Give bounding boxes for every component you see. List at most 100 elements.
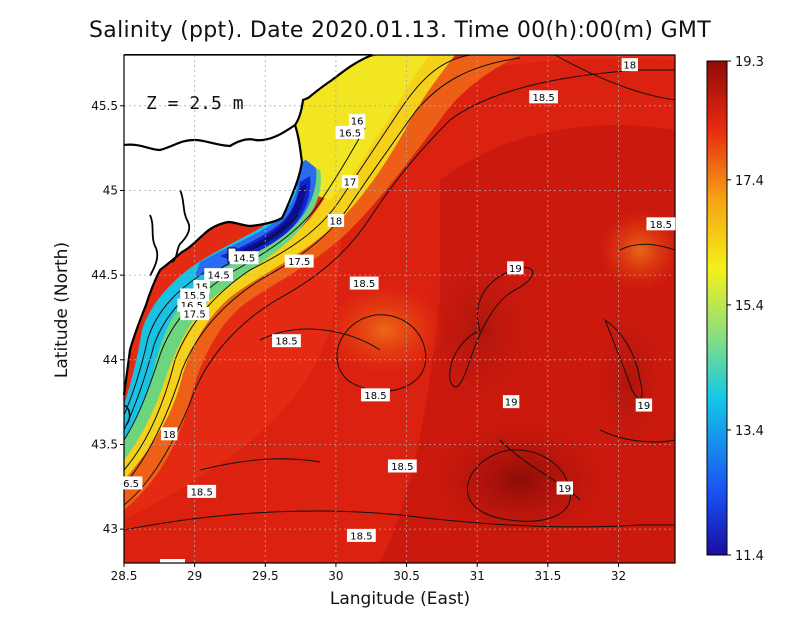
contour-label: 19 <box>507 261 524 275</box>
contour-label: 18.5 <box>349 276 379 290</box>
contour-label-text: 19 <box>558 484 571 495</box>
x-tick-label: 32 <box>611 569 626 583</box>
contour-label-bg <box>387 459 417 473</box>
contour-label-bg <box>272 334 301 348</box>
contour-label-text: 19 <box>505 398 518 409</box>
depth-label: Z = 2.5 m <box>146 93 244 114</box>
contour-label-text: 17.5 <box>288 257 310 268</box>
contour-label-bg <box>161 427 178 441</box>
contour-label-text: 17.5 <box>184 310 206 321</box>
contour-label: 16.5 <box>335 125 365 139</box>
contour-label-bg <box>180 288 210 302</box>
x-tick-label: 31.5 <box>534 569 561 583</box>
contour-label-bg <box>635 398 653 412</box>
contour-label-text: 18.5 <box>191 487 213 498</box>
contour-label: 17.5 <box>284 254 314 268</box>
contour-label-bg <box>346 528 376 542</box>
y-tick-label: 45 <box>103 183 118 197</box>
contour-label-bg <box>341 175 359 188</box>
contour-label-text: 19 <box>638 401 651 412</box>
contour-label-bg <box>229 251 259 265</box>
contour-label: 19 <box>635 398 653 412</box>
x-axis-label: Langitude (East) <box>329 589 471 609</box>
coastline <box>124 55 372 150</box>
y-tick-label: 44 <box>103 353 118 367</box>
contour-label-text: 14.5 <box>208 271 230 282</box>
x-tick-label: 29 <box>187 569 202 583</box>
plot-frame <box>123 54 676 564</box>
contour-label-text: 18.5 <box>391 462 413 473</box>
contour-label: 18.5 <box>361 388 390 402</box>
contour-label: 18.5 <box>187 484 217 498</box>
contour-label: 18.5 <box>387 459 417 473</box>
contour-label-bg <box>556 481 573 495</box>
x-tick-label: 31 <box>470 569 485 583</box>
contour-label: 16 <box>348 114 366 128</box>
contour-label-bg <box>349 276 379 290</box>
contour-label: 6.5 <box>119 476 143 490</box>
contour-lines <box>124 55 675 531</box>
grid-lines <box>124 55 675 563</box>
contour-label-text: 16.5 <box>181 301 203 312</box>
colorbar-tick-label: 13.4 <box>735 424 764 439</box>
contour-label-text: 17 <box>344 178 357 189</box>
contour-label-bg <box>361 388 390 402</box>
contour-label-text: 18.5 <box>364 391 386 402</box>
contour-label-text: 18 <box>163 430 176 441</box>
contour-label-text: 18.5 <box>353 279 375 290</box>
x-tick-label: 29.5 <box>252 569 279 583</box>
x-axis-ticks: 28.5 29 29.5 30 30.5 31 31.5 32 <box>111 563 626 583</box>
x-tick-label: 30.5 <box>393 569 420 583</box>
contour-label: 18.5 <box>529 90 559 104</box>
contour-label: 14.5 <box>204 268 234 282</box>
y-tick-label: 43.5 <box>91 437 118 451</box>
contour-label: 15.5 <box>180 288 210 302</box>
contour-label: 19 <box>502 395 520 409</box>
contour-label: 18 <box>621 58 638 72</box>
contour-label-bg <box>507 261 524 275</box>
colorbar <box>706 60 728 556</box>
contour-label-bg <box>646 217 676 231</box>
contour-label: 14.5 <box>229 251 259 265</box>
contour-label-bg <box>187 484 217 498</box>
contour-label: 18.5 <box>646 217 676 231</box>
contour-label: 19 <box>556 481 573 495</box>
contour-label-text: 16.5 <box>339 128 361 139</box>
contour-label: 17.5 <box>180 307 210 321</box>
contour-label-text: 18.5 <box>350 531 372 542</box>
contour-label-bg <box>335 125 365 139</box>
contour-label-bg <box>348 114 366 128</box>
map-title: Salinity (ppt). Date 2020.01.13. Time 00… <box>89 18 711 43</box>
contour-label: 17 <box>341 175 359 189</box>
contour-label-text: 18.5 <box>532 93 554 104</box>
contour-label-bg <box>621 58 638 72</box>
contour-label-text: 18.5 <box>275 337 297 348</box>
y-tick-label: 44.5 <box>91 268 118 282</box>
contour-label-text: 19 <box>509 264 522 275</box>
contour-label: 18 <box>161 427 178 441</box>
contour-label-bg <box>529 90 559 104</box>
contour-label-bg <box>284 254 314 268</box>
colorbar-tick-label: 15.4 <box>735 299 764 314</box>
x-tick-label: 28.5 <box>111 569 138 583</box>
colorbar-tick-label: 11.4 <box>735 549 764 564</box>
contour-label-text: 18 <box>623 61 636 72</box>
coastline-west <box>124 125 302 395</box>
colorbar-tick-label: 17.4 <box>735 174 764 189</box>
contour-label-text: 14.5 <box>233 254 255 265</box>
contour-label-bg <box>119 476 143 490</box>
contour-label: 18.5 <box>272 334 301 348</box>
contour-label-text: 18 <box>330 216 343 227</box>
contour-label-bg <box>502 395 520 409</box>
contour-label-bg <box>180 307 210 321</box>
y-axis-ticks: 45.5 45 44.5 44 43.5 43 <box>91 99 124 536</box>
y-tick-label: 45.5 <box>91 99 118 113</box>
colorbar-ticks: 19.3 17.4 15.4 13.4 11.4 <box>727 55 764 564</box>
contour-label-bg <box>204 268 234 282</box>
contour-label-text: 15 <box>195 282 208 293</box>
y-tick-label: 43 <box>103 522 118 536</box>
contour-label-text: 18.5 <box>650 220 672 231</box>
contour-label-bg <box>327 213 345 227</box>
